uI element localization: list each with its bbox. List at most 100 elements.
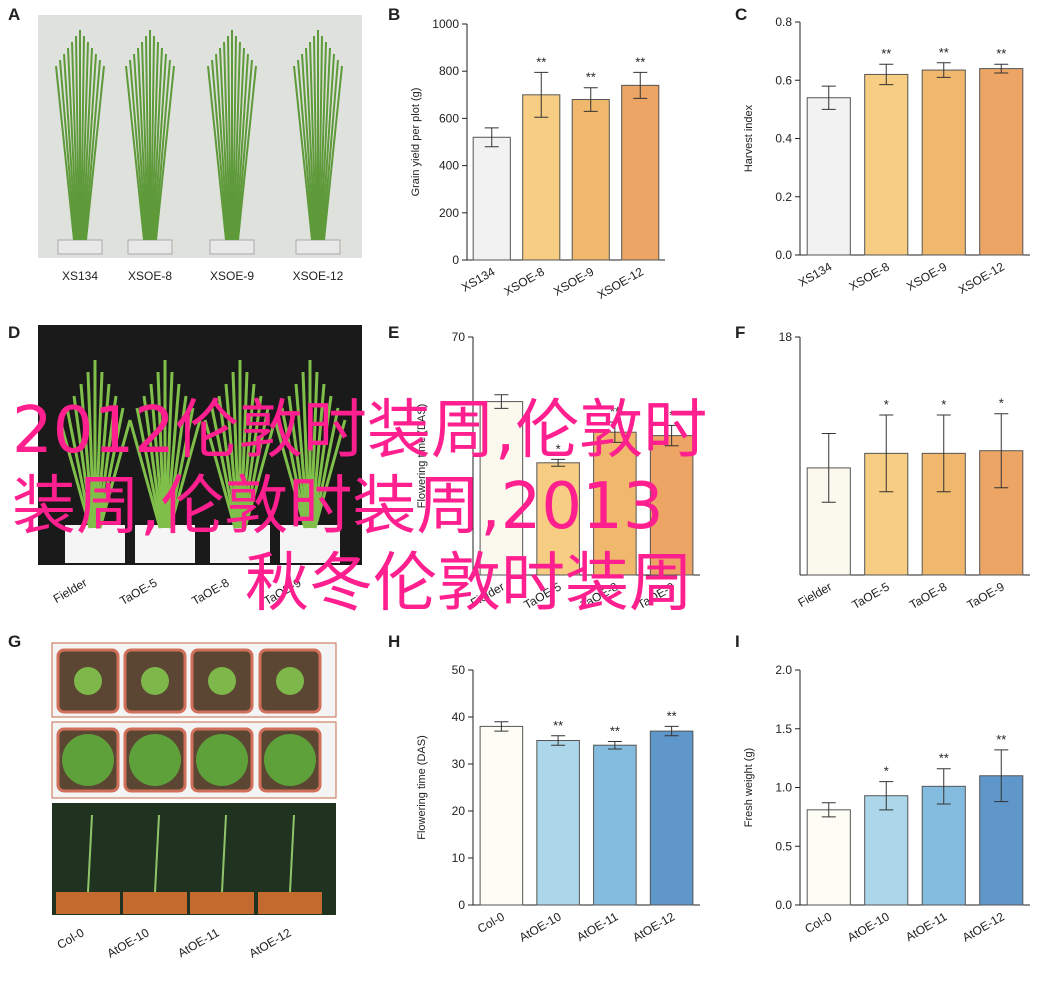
y-tick-label: 800 — [439, 64, 459, 78]
rosette — [62, 734, 114, 786]
y-tick-label: 600 — [439, 111, 459, 125]
photo-caption: Col-0 — [55, 925, 87, 952]
significance: ** — [610, 404, 620, 419]
photo-caption: AtOE-12 — [247, 925, 294, 960]
leaf — [287, 395, 309, 529]
x-tick-label: Fielder — [795, 579, 834, 609]
pot — [57, 239, 103, 255]
bar — [472, 136, 511, 261]
panel-label: B — [388, 5, 400, 24]
y-tick-label: 0.5 — [775, 839, 792, 853]
stem — [137, 47, 148, 241]
significance: ** — [939, 751, 949, 766]
y-axis-label: Flowering time (DAS) — [416, 735, 428, 840]
leaf — [94, 371, 104, 529]
pot — [295, 239, 341, 255]
stem — [145, 35, 150, 241]
y-axis-label: Fresh weight (g) — [743, 748, 755, 827]
error-bar — [551, 458, 566, 467]
panel-label: G — [8, 632, 21, 651]
photo-content — [55, 30, 347, 914]
leaf — [231, 371, 241, 529]
x-tick-label: AtOE-12 — [630, 909, 677, 944]
y-tick-label: 20 — [452, 804, 466, 818]
stem — [320, 47, 331, 241]
stem — [234, 47, 245, 241]
leaf — [301, 371, 311, 529]
stem — [321, 53, 335, 241]
leaf — [280, 407, 308, 529]
stem — [215, 53, 229, 241]
stem — [322, 59, 339, 241]
stem — [154, 59, 171, 241]
panel-label: A — [8, 5, 20, 24]
stem — [55, 65, 75, 241]
leaf — [168, 419, 202, 529]
photo-caption: AtOE-10 — [105, 925, 152, 960]
rosette — [129, 734, 181, 786]
pot — [190, 892, 254, 914]
photo-caption: AtOE-11 — [175, 925, 221, 960]
leaf — [210, 407, 238, 529]
significance: * — [884, 397, 889, 412]
photo-caption: XSOE-12 — [293, 269, 344, 283]
leaf — [142, 395, 164, 529]
error-bar — [607, 421, 622, 443]
leaf — [156, 371, 166, 529]
x-tick-label: TaOE-5 — [850, 579, 893, 612]
stem — [313, 35, 318, 241]
bar — [522, 94, 561, 261]
panel-label: D — [8, 323, 20, 342]
rosette — [141, 667, 169, 695]
y-tick-label: 30 — [452, 757, 466, 771]
bar — [479, 401, 524, 576]
rosette — [208, 667, 236, 695]
x-tick-label: XSOE-8 — [847, 259, 892, 293]
leaf — [96, 395, 118, 529]
significance: * — [999, 396, 1004, 411]
error-bar — [936, 414, 951, 493]
stem — [87, 814, 93, 893]
y-axis-label: Grain yield per plot (g) — [410, 88, 422, 197]
bar — [536, 462, 580, 576]
stem — [319, 41, 327, 241]
error-bar — [821, 433, 836, 503]
y-tick-label: 400 — [439, 159, 459, 173]
x-tick-label: XS134 — [459, 264, 497, 294]
stem — [293, 65, 313, 241]
stem — [237, 65, 257, 241]
error-bar — [994, 63, 1009, 74]
error-bar — [664, 424, 679, 447]
leaf — [203, 419, 237, 529]
y-tick-label: 0.6 — [775, 73, 792, 87]
y-tick-label: 0.0 — [775, 898, 792, 912]
stem — [223, 41, 231, 241]
x-tick-label: AtOE-10 — [517, 909, 564, 944]
leaf — [58, 419, 92, 529]
y-tick-label: 0.8 — [775, 15, 792, 29]
stem — [235, 53, 249, 241]
leaf — [243, 419, 277, 529]
y-tick-label: 50 — [452, 663, 466, 677]
leaf — [149, 383, 165, 529]
bar — [571, 99, 610, 261]
leaf — [310, 383, 326, 529]
leaf — [224, 383, 240, 529]
x-tick-label: XS134 — [796, 259, 834, 289]
significance: ** — [996, 46, 1006, 61]
stem — [207, 65, 227, 241]
significance: * — [884, 764, 889, 779]
stem — [232, 35, 237, 241]
significance: ** — [586, 70, 596, 85]
significance: ** — [635, 54, 645, 69]
stem — [125, 65, 145, 241]
x-tick-label: TaOE-9 — [965, 579, 1008, 612]
x-tick-label: AtOE-11 — [903, 909, 949, 944]
stem — [152, 47, 163, 241]
y-tick-label: 18 — [779, 330, 793, 344]
pot — [123, 892, 187, 914]
photo-caption: Fielder — [51, 575, 90, 605]
rosette — [276, 667, 304, 695]
x-tick-label: Col-0 — [475, 909, 507, 936]
y-tick-label: 1000 — [432, 17, 459, 31]
